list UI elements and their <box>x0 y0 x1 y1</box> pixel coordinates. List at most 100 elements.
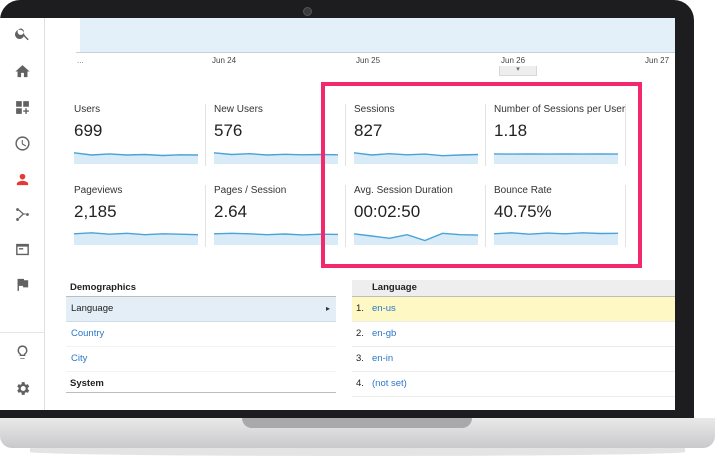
home-icon[interactable] <box>12 61 32 81</box>
language-table: Language 1. en-us 2. en-gb 3. en-in 4. (… <box>352 280 675 410</box>
sparkline <box>494 153 618 164</box>
metric-value: 1.18 <box>494 121 528 140</box>
demographics-header: Demographics <box>66 280 336 297</box>
laptop-shadow <box>30 448 685 456</box>
screen: ... Jun 24 Jun 25 Jun 26 Jun 27 ▾ Users … <box>0 18 675 410</box>
language-link[interactable]: en-gb <box>372 328 397 339</box>
sparkline <box>214 152 338 164</box>
timeline-axis <box>76 52 675 53</box>
clock-icon[interactable] <box>12 133 32 153</box>
timeline-chart-area <box>80 18 675 52</box>
metric-label: Sessions <box>354 104 395 115</box>
metric-divider <box>205 104 206 166</box>
sparkline-line <box>354 152 478 157</box>
demographics-item-label: Language <box>71 303 114 314</box>
metric-label: Pageviews <box>74 185 123 196</box>
sparkline <box>214 232 338 245</box>
date-label: Jun 24 <box>212 56 237 65</box>
highlight-box <box>321 82 642 268</box>
search-icon[interactable] <box>12 23 32 43</box>
sparkline-area <box>214 233 338 245</box>
metric-divider <box>625 185 626 247</box>
sparkline <box>494 232 618 245</box>
timeline-leading-label: ... <box>77 56 84 65</box>
sparkline-area <box>354 233 478 245</box>
metric-value: 699 <box>74 121 103 140</box>
behavior-icon[interactable] <box>12 239 32 259</box>
sparkline-line <box>354 232 478 242</box>
sparkline <box>354 232 478 245</box>
metric-value: 00:02:50 <box>354 202 421 221</box>
demographics-item-country[interactable]: Country <box>66 322 336 347</box>
lightbulb-icon[interactable] <box>12 342 32 362</box>
metric-divider <box>345 104 346 166</box>
demographics-item-language[interactable]: Language ▸ <box>66 297 336 322</box>
metric-pages-per-session[interactable]: Pages / Session 2.64 <box>214 185 346 247</box>
metric-users[interactable]: Users 699 <box>74 104 206 166</box>
metric-sessions[interactable]: Sessions 827 <box>354 104 486 166</box>
metric-divider <box>625 104 626 166</box>
metric-value: 2,185 <box>74 202 117 221</box>
metric-divider <box>485 104 486 166</box>
metric-value: 40.75% <box>494 202 552 221</box>
metric-avg-session-duration[interactable]: Avg. Session Duration 00:02:50 <box>354 185 486 247</box>
demographics-item-city[interactable]: City <box>66 347 336 372</box>
metric-label: Pages / Session <box>214 185 287 196</box>
sparkline-line <box>74 152 198 157</box>
sparkline-area <box>74 232 198 245</box>
metric-label: Bounce Rate <box>494 185 552 196</box>
nav-separator <box>0 332 44 333</box>
row-rank: 4. <box>356 378 364 389</box>
sparkline-area <box>214 152 338 164</box>
metric-label: New Users <box>214 104 263 115</box>
metric-value: 2.64 <box>214 202 248 221</box>
sparkline-line <box>214 152 338 156</box>
sparkline-line <box>214 232 338 236</box>
metric-value: 827 <box>354 121 383 140</box>
metric-divider <box>485 185 486 247</box>
metric-label: Users <box>74 104 101 115</box>
language-header: Language <box>352 280 675 297</box>
sparkline <box>354 152 478 164</box>
metric-label: Avg. Session Duration <box>354 185 453 196</box>
nav-rail <box>0 18 45 410</box>
expand-chart-button[interactable]: ▾ <box>499 66 537 76</box>
system-header: System <box>66 372 336 393</box>
person-icon[interactable] <box>12 169 32 189</box>
language-link[interactable]: en-in <box>372 353 394 364</box>
sparkline-area <box>494 232 618 245</box>
caret-right-icon: ▸ <box>325 304 330 313</box>
metric-divider <box>345 185 346 247</box>
metric-value: 576 <box>214 121 243 140</box>
row-rank: 2. <box>356 328 364 339</box>
metric-label: Number of Sessions per User <box>494 104 626 115</box>
sparkline-line <box>74 232 198 236</box>
sparkline-area <box>494 153 618 164</box>
date-label: Jun 27 <box>645 56 670 65</box>
sparkline <box>74 152 198 164</box>
date-label: Jun 26 <box>501 56 526 65</box>
row-rank: 1. <box>356 303 364 314</box>
metric-bounce-rate[interactable]: Bounce Rate 40.75% <box>494 185 626 247</box>
laptop-notch <box>242 418 472 428</box>
language-link[interactable]: en-us <box>372 303 396 314</box>
metric-pageviews[interactable]: Pageviews 2,185 <box>74 185 206 247</box>
sparkline <box>74 232 198 245</box>
camera-icon <box>303 7 312 16</box>
table-row: 4. (not set) <box>352 372 675 397</box>
acquisition-icon[interactable] <box>12 204 32 224</box>
language-link[interactable]: (not set) <box>372 378 407 389</box>
metric-new-users[interactable]: New Users 576 <box>214 104 346 166</box>
sparkline-line <box>494 232 618 235</box>
demographics-panel: Demographics Language ▸ Country City Sys… <box>66 280 336 410</box>
demographics-item-label: City <box>71 353 88 364</box>
metric-sessions-per-user[interactable]: Number of Sessions per User 1.18 <box>494 104 626 166</box>
date-label: Jun 25 <box>356 56 381 65</box>
dashboard-icon[interactable] <box>12 97 32 117</box>
gear-icon[interactable] <box>12 378 32 398</box>
table-row: 3. en-in <box>352 347 675 372</box>
flag-icon[interactable] <box>12 274 32 294</box>
table-row: 1. en-us <box>352 297 675 322</box>
table-row: 2. en-gb <box>352 322 675 347</box>
metric-divider <box>205 185 206 247</box>
